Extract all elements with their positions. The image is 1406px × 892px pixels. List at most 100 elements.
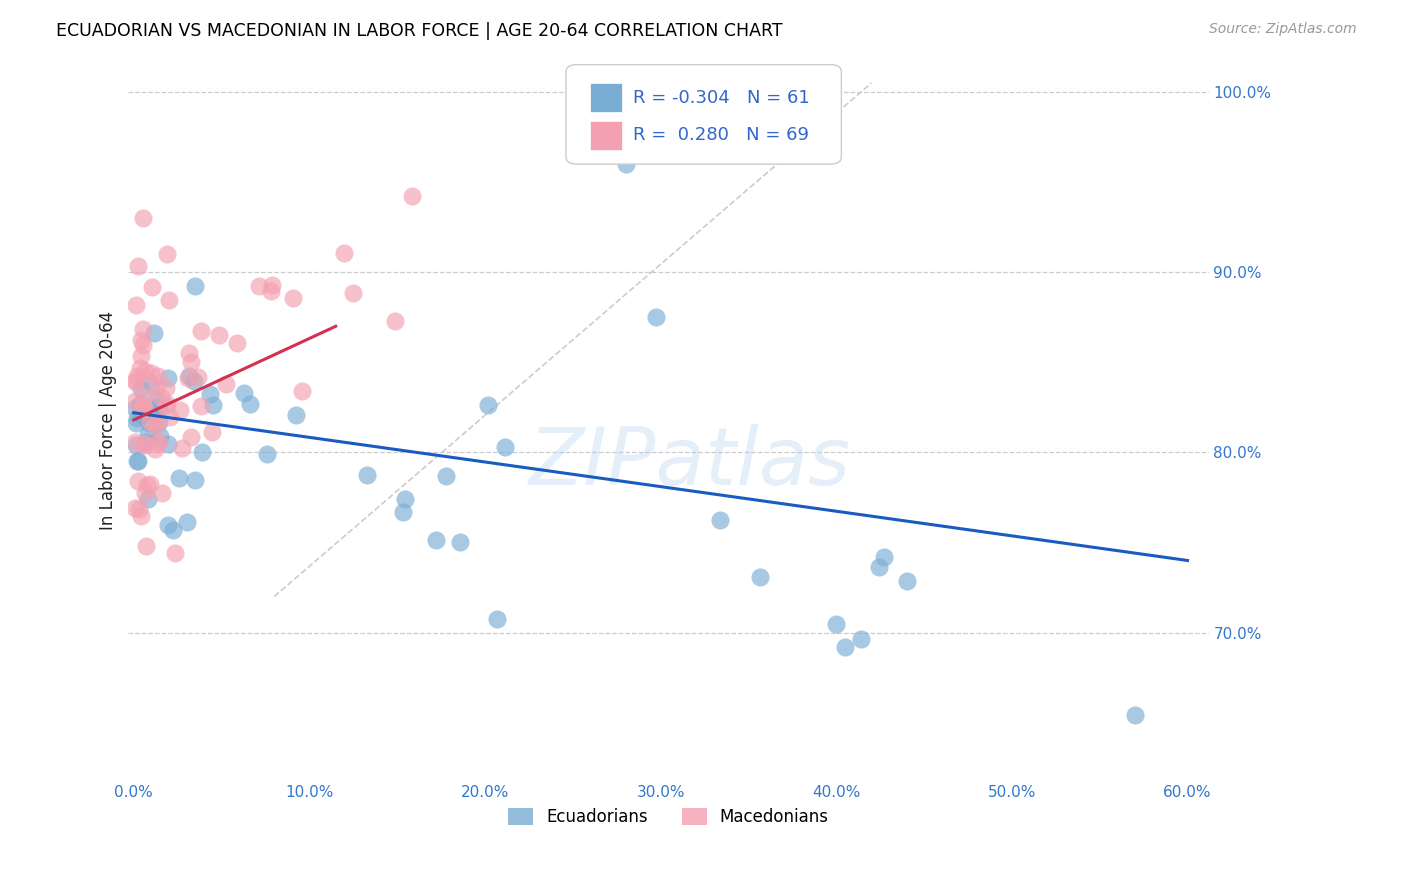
FancyBboxPatch shape [567,64,841,164]
Text: ECUADORIAN VS MACEDONIAN IN LABOR FORCE | AGE 20-64 CORRELATION CHART: ECUADORIAN VS MACEDONIAN IN LABOR FORCE … [56,22,783,40]
Point [384,314,406,328]
Point [139,366,162,380]
Bar [589,83,621,112]
Point [125,416,148,430]
Text: ZIPatlas: ZIPatlas [529,425,851,502]
Point [125,438,148,452]
Point [425,533,447,547]
Point [145,380,167,394]
Point [215,376,238,391]
Point [138,414,160,428]
Point [155,399,177,413]
Point [134,401,156,416]
Point [156,247,179,261]
Point [449,535,471,549]
Point [477,398,499,412]
Text: Source: ZipAtlas.com: Source: ZipAtlas.com [1209,22,1357,37]
Point [148,369,170,384]
Point [170,441,193,455]
Point [834,640,856,654]
Point [169,402,191,417]
Point [129,333,152,347]
Point [157,518,180,533]
Point [207,327,229,342]
Point [391,505,413,519]
Point [132,338,155,352]
Point [494,440,516,454]
Point [202,398,225,412]
Y-axis label: In Labor Force | Age 20-64: In Labor Force | Age 20-64 [100,310,117,530]
Point [157,370,180,384]
Point [179,346,201,360]
Point [139,477,162,491]
Point [124,500,146,515]
Point [129,397,152,411]
Point [134,364,156,378]
Point [281,291,304,305]
Point [148,401,170,416]
Point [896,574,918,589]
Point [155,381,177,395]
Point [135,478,157,492]
Point [183,374,205,388]
Point [184,473,207,487]
Point [851,632,873,646]
Point [163,546,186,560]
Point [129,508,152,523]
Point [132,211,155,226]
Point [145,442,167,456]
Point [132,399,155,413]
Point [825,616,848,631]
Point [156,397,179,411]
Bar [589,120,621,150]
Point [136,491,159,506]
Point [129,349,152,363]
Point [184,279,207,293]
Point [868,560,890,574]
Point [167,471,190,485]
Point [132,389,155,403]
Point [134,486,156,500]
Point [486,612,509,626]
Text: R = -0.304   N = 61: R = -0.304 N = 61 [633,89,810,107]
Point [146,437,169,451]
Point [131,321,153,335]
Point [136,426,159,441]
Point [394,491,416,506]
Point [138,405,160,419]
Point [127,454,149,468]
Point [145,392,167,407]
Point [149,428,172,442]
Point [150,486,173,500]
Point [177,371,200,385]
Point [333,246,356,260]
Point [191,445,214,459]
Point [177,369,200,384]
Point [159,410,181,425]
Point [180,430,202,444]
Point [157,293,180,308]
Point [124,374,146,388]
Point [139,376,162,390]
Point [132,436,155,450]
Point [190,399,212,413]
Point [134,438,156,452]
Point [143,419,166,434]
Text: R =  0.280   N = 69: R = 0.280 N = 69 [633,127,808,145]
Point [434,469,457,483]
Point [709,513,731,527]
Point [135,435,157,450]
Point [124,401,146,415]
Point [124,435,146,450]
Point [356,467,378,482]
Point [145,416,167,430]
Point [176,515,198,529]
Point [125,298,148,312]
Point [138,416,160,430]
Point [131,409,153,423]
Point [142,326,165,340]
Point [125,411,148,425]
Point [187,370,209,384]
Point [233,385,256,400]
Point [644,310,666,325]
